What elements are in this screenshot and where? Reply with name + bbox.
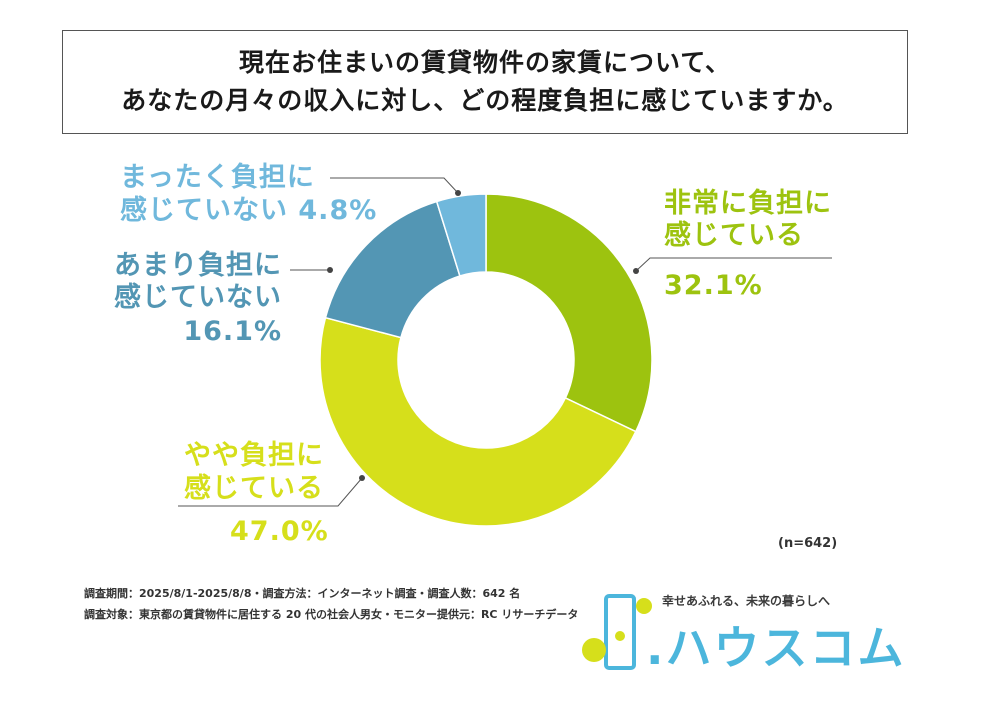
sample-size-label: (n=642) (778, 536, 838, 551)
slice-label-text-2-2: 感じている (184, 472, 324, 504)
donut-slice-4 (435, 193, 487, 277)
survey-note: 調査期間：2025/8/1-2025/8/8・調査方法：インターネット調査・調査… (84, 587, 521, 600)
slice-label-text-3-1: あまり負担に (114, 250, 282, 281)
title-box: 現在お住まいの賃貸物件の家賃について、 あなたの月々の収入に対し、どの程度負担に… (62, 30, 908, 134)
leader-line-4 (330, 177, 459, 194)
chart-title-line-1: 現在お住まいの賃貸物件の家賃について、 (238, 48, 731, 77)
leader-dot-2 (359, 475, 365, 481)
chart-title-line-2: あなたの月々の収入に対し、どの程度負担に感じていますか。 (121, 86, 849, 115)
donut-slice-2 (319, 316, 637, 527)
leader-line-2 (178, 477, 363, 507)
slice-label-text-3-2: 感じていない (114, 281, 282, 313)
slice-value-label-2: 47.0% (230, 516, 329, 547)
logo-mark-icon (582, 594, 652, 670)
slice-label-text-4-1: まったく負担に (120, 162, 315, 193)
leader-dot-3 (327, 267, 333, 273)
slice-value-label-1: 32.1% (664, 270, 763, 301)
slice-value-label-3: 16.1% (183, 316, 282, 347)
slice-label-text-4-2: 感じていない 4.8% (120, 194, 377, 226)
logo-tagline: 幸せあふれる、未来の暮らしへ (662, 594, 831, 608)
leader-dot-1 (633, 268, 639, 274)
donut-slice-1 (485, 193, 653, 433)
slice-label-text-2-1: やや負担に (184, 440, 324, 471)
target-note: 調査対象：東京都の賃貸物件に居住する 20 代の社会人男女・モニター提供元：RC… (84, 608, 579, 621)
slice-label-text-1-2: 感じている (664, 219, 804, 251)
housecom-logo: 幸せあふれる、未来の暮らしへ .ハウスコム (580, 588, 903, 678)
logo-brand-name: .ハウスコム (646, 621, 906, 675)
leader-line-1 (635, 257, 832, 272)
leader-dot-4 (455, 190, 461, 196)
slice-label-text-1-1: 非常に負担に (664, 188, 832, 219)
